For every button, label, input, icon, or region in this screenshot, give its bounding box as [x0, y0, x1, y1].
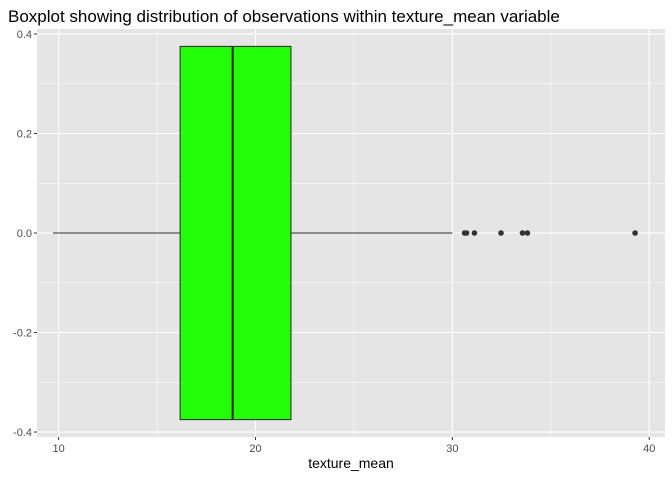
x-tick-label: 20	[249, 443, 261, 455]
outlier-point	[471, 230, 478, 236]
x-axis-title: texture_mean	[308, 455, 394, 471]
x-tick-label: 40	[643, 443, 655, 455]
y-tick-label: -0.4	[13, 427, 32, 439]
y-tick-label: -0.2	[13, 328, 32, 340]
y-tick-label: 0.2	[17, 128, 32, 140]
y-tick-label: 0.0	[17, 228, 32, 240]
outlier-point	[632, 230, 638, 236]
outlier-point	[519, 230, 526, 236]
boxplot-marks	[52, 45, 638, 421]
outlier-point	[498, 230, 504, 236]
iqr-box	[179, 45, 292, 421]
chart-title: Boxplot showing distribution of observat…	[8, 7, 560, 26]
outlier-point	[463, 230, 470, 236]
y-tick-label: 0.4	[17, 29, 32, 41]
x-axis: 10 20 30 40	[53, 437, 655, 455]
outlier-point	[524, 230, 531, 236]
y-axis: -0.4 -0.2 0.0 0.2 0.4	[13, 29, 37, 439]
x-tick-label: 30	[446, 443, 458, 455]
x-tick-label: 10	[53, 443, 65, 455]
